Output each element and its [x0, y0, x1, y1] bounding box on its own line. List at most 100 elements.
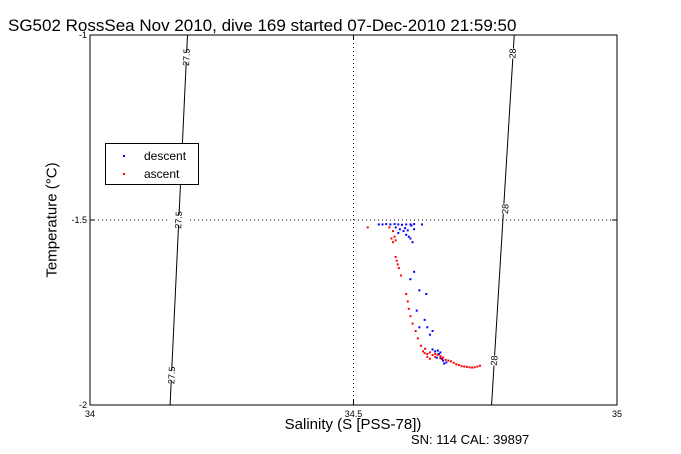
data-point-descent	[398, 228, 401, 231]
data-point-descent	[402, 230, 405, 233]
contour-label: 28	[507, 48, 518, 59]
data-point-ascent	[436, 353, 439, 356]
data-point-descent	[441, 357, 444, 360]
data-point-descent	[442, 359, 445, 362]
data-point-descent	[434, 350, 437, 353]
legend-marker-ascent	[123, 173, 125, 175]
axis-ticks: 34 34.5 35 -2 -1.5 -1	[71, 30, 622, 419]
data-point-ascent	[395, 259, 398, 262]
data-point-ascent	[428, 357, 431, 360]
data-point-ascent	[424, 347, 427, 350]
data-point-ascent	[390, 237, 393, 240]
data-point-descent	[435, 356, 438, 359]
data-point-ascent	[392, 230, 395, 233]
contour-label-bg	[175, 51, 198, 63]
x-tick-label: 34.5	[345, 409, 363, 419]
x-axis-label: Salinity (S [PSS-78])	[284, 416, 422, 433]
data-point-descent	[409, 223, 412, 226]
data-point-descent	[410, 224, 413, 227]
data-point-descent	[413, 223, 416, 226]
data-point-descent	[385, 223, 388, 226]
data-point-ascent	[405, 293, 408, 295]
contour-label: 28	[489, 355, 500, 366]
data-point-ascent	[426, 352, 429, 355]
data-point-ascent	[428, 351, 431, 354]
data-point-ascent	[447, 359, 450, 362]
contour-label: 28	[500, 204, 511, 215]
data-point-descent	[409, 278, 412, 281]
legend: descent ascent	[105, 143, 199, 185]
data-point-ascent	[396, 263, 399, 266]
data-point-descent	[418, 326, 421, 329]
density-contours: 27.5 27.5 27.5 28 28 28	[160, 34, 524, 406]
contour-label: 27.5	[166, 366, 177, 384]
data-point-ascent	[411, 322, 414, 325]
data-point-descent	[407, 235, 410, 238]
data-point-descent	[389, 223, 392, 226]
contour-label-bg	[493, 203, 517, 215]
contour-label: 27.5	[173, 211, 184, 229]
data-point-ascent	[423, 352, 426, 355]
data-point-descent	[394, 226, 397, 229]
data-point-ascent	[366, 226, 369, 229]
legend-item-ascent: ascent	[106, 166, 198, 182]
data-point-ascent	[414, 330, 417, 332]
data-point-descent	[413, 228, 416, 231]
data-point-ascent	[449, 360, 452, 363]
y-axis-label: Temperature (°C)	[43, 162, 61, 278]
data-point-ascent	[394, 256, 397, 258]
legend-label-descent: descent	[144, 149, 187, 163]
data-point-descent	[406, 229, 409, 232]
data-point-descent	[428, 333, 431, 336]
data-point-descent	[400, 223, 403, 226]
data-point-ascent	[439, 357, 442, 360]
data-point-descent	[443, 362, 446, 365]
data-point-ascent	[419, 344, 422, 347]
chart-title: SG502 RossSea Nov 2010, dive 169 started…	[8, 16, 517, 35]
grid-lines	[90, 35, 617, 405]
data-point-descent	[439, 351, 442, 354]
data-point-ascent	[471, 366, 474, 369]
data-point-ascent	[465, 365, 468, 368]
data-point-ascent	[444, 358, 447, 361]
legend-marker-descent	[123, 155, 125, 157]
contour-label-bg	[167, 214, 190, 226]
data-point-ascent	[416, 337, 419, 340]
data-point-ascent	[476, 365, 479, 368]
data-point-ascent	[392, 241, 395, 244]
data-point-descent	[381, 223, 384, 226]
data-point-descent	[431, 330, 434, 332]
data-point-ascent	[407, 307, 410, 310]
series-points	[366, 223, 481, 369]
data-point-ascent	[442, 356, 445, 359]
data-point-descent	[425, 293, 428, 295]
data-point-descent	[418, 289, 421, 292]
data-point-descent	[426, 326, 429, 329]
data-point-descent	[413, 270, 416, 273]
x-tick-label: 35	[612, 409, 622, 419]
x-tick-label: 34	[85, 409, 95, 419]
data-point-descent	[411, 241, 414, 244]
data-point-descent	[404, 227, 407, 230]
data-point-ascent	[399, 274, 402, 277]
data-point-ascent	[460, 365, 463, 368]
y-tick-label: -2	[79, 400, 87, 410]
data-point-descent	[421, 223, 424, 226]
data-point-descent	[393, 223, 396, 226]
data-point-descent	[377, 223, 380, 226]
data-point-ascent	[409, 315, 412, 318]
data-point-descent	[437, 352, 440, 355]
data-point-ascent	[434, 352, 437, 355]
data-point-ascent	[452, 361, 455, 364]
legend-item-descent: descent	[106, 148, 198, 164]
data-point-descent	[423, 318, 426, 321]
data-point-descent	[405, 233, 408, 236]
data-point-descent	[397, 223, 400, 226]
contour-label: 27.5	[181, 48, 192, 66]
data-point-ascent	[455, 363, 458, 366]
data-point-ascent	[394, 239, 397, 242]
data-point-descent	[405, 223, 408, 226]
contour-label-bg	[501, 47, 524, 60]
data-point-descent	[415, 309, 418, 312]
